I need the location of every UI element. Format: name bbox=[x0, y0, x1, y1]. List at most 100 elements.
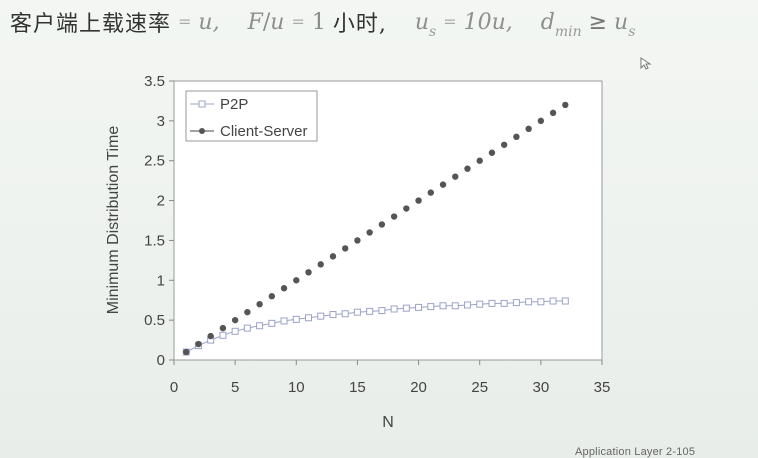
heading-var-us: u bbox=[414, 10, 429, 35]
client-server-point bbox=[549, 109, 557, 117]
y-tick-label: 3.5 bbox=[144, 73, 165, 90]
heading-var-u2: u bbox=[270, 10, 285, 35]
p2p-point bbox=[525, 298, 533, 306]
p2p-point bbox=[268, 319, 276, 327]
y-tick-label: 2.5 bbox=[144, 153, 165, 170]
x-tick-label: 5 bbox=[231, 379, 239, 396]
heading-one: 1 bbox=[311, 10, 326, 35]
legend-cs-marker bbox=[199, 128, 205, 134]
y-axis-label: Minimum Distribution Time bbox=[105, 126, 122, 315]
client-server-point bbox=[427, 189, 434, 196]
client-server-point bbox=[452, 173, 459, 180]
p2p-point bbox=[305, 314, 313, 322]
heading-rhs-sub-s: s bbox=[628, 24, 636, 40]
client-server-point bbox=[219, 324, 227, 332]
legend-box bbox=[185, 90, 318, 142]
p2p-point bbox=[488, 299, 496, 307]
p2p-point bbox=[463, 301, 471, 309]
heading-var-F: F bbox=[247, 10, 263, 35]
p2p-point bbox=[231, 327, 239, 335]
series-client-server bbox=[183, 101, 569, 356]
client-server-point bbox=[256, 301, 263, 308]
heading-eq-2: = bbox=[291, 12, 305, 31]
p2p-point bbox=[415, 303, 423, 311]
client-server-point bbox=[329, 253, 337, 260]
p2p-point bbox=[341, 310, 349, 318]
p2p-point bbox=[378, 307, 386, 315]
p2p-point bbox=[243, 324, 251, 332]
x-tick-label: 30 bbox=[533, 379, 550, 396]
client-server-point bbox=[476, 157, 483, 164]
x-axis-label: N bbox=[382, 414, 394, 431]
y-ticks: 0 0.5 1 1.5 2 2.5 3 3.5 bbox=[144, 73, 174, 369]
p2p-point bbox=[537, 298, 545, 306]
heading-geq: ≥ bbox=[588, 10, 608, 35]
client-server-point bbox=[231, 316, 239, 324]
legend: P2P Client-Server bbox=[185, 90, 318, 142]
client-server-point bbox=[293, 277, 300, 284]
heading-10u: 10u, bbox=[463, 10, 513, 35]
client-server-point bbox=[317, 261, 324, 268]
heading-sub-min: min bbox=[554, 24, 582, 40]
heading-eq-1: = bbox=[178, 12, 192, 31]
client-server-point bbox=[366, 229, 373, 236]
p2p-point bbox=[317, 312, 325, 320]
mouse-cursor-icon bbox=[640, 57, 652, 70]
p2p-point bbox=[427, 303, 435, 311]
p2p-point bbox=[280, 317, 288, 325]
client-server-point bbox=[525, 125, 532, 133]
x-tick-label: 10 bbox=[288, 379, 305, 396]
client-server-point bbox=[342, 245, 349, 252]
y-tick-label: 0 bbox=[157, 352, 165, 369]
x-tick-label: 25 bbox=[471, 379, 488, 396]
legend-p2p-label: P2P bbox=[220, 96, 248, 113]
p2p-point bbox=[476, 300, 484, 308]
x-tick-label: 15 bbox=[349, 379, 366, 396]
client-server-point bbox=[439, 181, 447, 188]
client-server-point bbox=[464, 165, 471, 172]
heading-sub-s: s bbox=[429, 24, 437, 40]
series-p2p bbox=[182, 297, 569, 356]
p2p-point bbox=[451, 302, 459, 310]
client-server-point bbox=[195, 340, 202, 348]
x-ticks: 0 5 10 15 20 25 30 35 bbox=[170, 360, 610, 396]
client-server-point bbox=[207, 332, 214, 340]
p2p-point bbox=[402, 304, 410, 312]
heading-eq-3: = bbox=[443, 12, 457, 31]
client-server-point bbox=[390, 213, 398, 220]
heading-var-u: u, bbox=[198, 10, 220, 35]
p2p-point bbox=[500, 299, 508, 307]
slide-footer: Application Layer 2-105 bbox=[575, 446, 696, 458]
heading-client-upload-rate: 客户端上载速率 bbox=[10, 12, 172, 37]
client-server-point bbox=[403, 205, 410, 212]
y-tick-label: 3 bbox=[157, 113, 165, 130]
client-server-point bbox=[500, 141, 508, 148]
p2p-point bbox=[353, 308, 361, 316]
y-tick-label: 1.5 bbox=[144, 232, 165, 249]
p2p-point bbox=[549, 297, 557, 305]
heading-slash: / bbox=[262, 10, 271, 35]
y-tick-label: 0.5 bbox=[144, 312, 165, 329]
heading-hour: 小时, bbox=[332, 12, 387, 37]
p2p-point bbox=[561, 297, 569, 305]
p2p-point bbox=[292, 315, 300, 323]
legend-p2p-marker bbox=[198, 100, 206, 108]
client-server-point bbox=[280, 285, 288, 292]
client-server-point bbox=[488, 149, 496, 156]
client-server-point bbox=[244, 308, 251, 316]
x-tick-label: 20 bbox=[410, 379, 427, 396]
p2p-point bbox=[219, 331, 227, 339]
p2p-point bbox=[329, 311, 337, 319]
client-server-point bbox=[183, 348, 190, 356]
p2p-point bbox=[439, 302, 447, 310]
p2p-point bbox=[390, 305, 398, 313]
p2p-point bbox=[366, 307, 374, 315]
y-tick-label: 1 bbox=[157, 272, 165, 289]
p2p-point bbox=[512, 299, 520, 307]
client-server-point bbox=[378, 221, 386, 228]
client-server-point bbox=[305, 269, 312, 276]
slide-heading: 客户端上载速率 = u, F/u = 1 小时, us = 10u, dmin … bbox=[10, 4, 755, 44]
client-server-point bbox=[537, 117, 545, 125]
client-server-point bbox=[354, 237, 361, 244]
